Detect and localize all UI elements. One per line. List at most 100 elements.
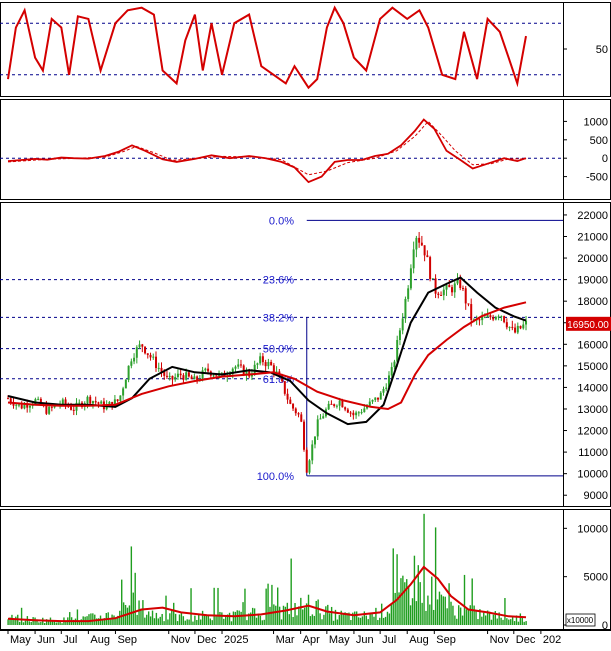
volume-bar <box>481 616 483 625</box>
price-candle-body <box>133 357 136 362</box>
volume-bar <box>413 555 416 625</box>
volume-bar <box>265 588 267 625</box>
volume-bar <box>350 620 352 625</box>
volume-bar <box>7 619 9 625</box>
x-axis-tick-label: Nov <box>171 634 191 646</box>
volume-bar <box>115 618 117 625</box>
volume-bar <box>459 607 462 625</box>
volume-bar <box>165 595 167 625</box>
volume-bar <box>411 598 414 625</box>
price-candle-body <box>89 396 92 404</box>
volume-bar <box>427 595 429 625</box>
volume-bar <box>40 621 42 625</box>
price-candle-body <box>409 268 412 289</box>
price-candle-body <box>492 317 495 320</box>
price-candle-body <box>45 405 48 414</box>
volume-bar <box>384 616 387 625</box>
volume-bar <box>28 621 30 625</box>
volume-bar <box>315 600 317 625</box>
volume-bar <box>357 617 360 625</box>
fib-level-label: 23.6% <box>263 275 294 287</box>
x-axis-tick-label: Mar <box>276 634 295 646</box>
volume-bar <box>490 619 493 625</box>
volume-bar <box>419 582 421 625</box>
price-candle-body <box>461 287 464 289</box>
price-candle-body <box>23 404 26 409</box>
price-candle-body <box>20 404 23 409</box>
price-candle-body <box>165 375 168 377</box>
volume-bar <box>192 621 194 625</box>
stochastic-panel: 50 <box>0 5 608 90</box>
x-axis-tick-label: Dec <box>197 634 217 646</box>
volume-bar <box>294 603 296 625</box>
price-tick-label: 18000 <box>577 296 608 308</box>
volume-bar <box>519 613 522 625</box>
volume-bar <box>122 602 125 625</box>
volume-bar <box>278 606 281 625</box>
price-candle-body <box>283 381 286 394</box>
price-candle-body <box>311 444 314 461</box>
volume-bar <box>113 615 115 625</box>
price-candle-body <box>193 376 196 380</box>
price-candle-body <box>229 374 232 376</box>
volume-bar <box>95 618 98 625</box>
price-candle-body <box>253 364 256 375</box>
volume-bar <box>440 594 443 625</box>
volume-bar <box>379 617 381 625</box>
volume-bar <box>30 621 32 625</box>
price-candle-body <box>448 285 451 288</box>
volume-bar <box>402 575 404 625</box>
price-candle-body <box>363 408 366 413</box>
x-axis-tick-label: Dec <box>516 634 536 646</box>
volume-bar <box>244 588 246 625</box>
volume-bar <box>390 603 393 625</box>
volume-bar <box>473 605 475 625</box>
stochastic-line <box>7 5 527 90</box>
volume-bar <box>51 619 54 625</box>
volume-bar <box>438 591 441 625</box>
price-candle-body <box>207 368 210 372</box>
volume-bar <box>396 554 398 625</box>
volume-bar <box>144 617 146 625</box>
volume-bar <box>159 616 161 625</box>
price-candle-body <box>294 408 297 414</box>
volume-bar <box>130 546 133 625</box>
volume-bar <box>280 619 283 625</box>
price-candle-body <box>366 406 369 409</box>
price-candle-body <box>152 356 155 358</box>
volume-bar <box>365 615 367 625</box>
price-candle-body <box>144 346 147 354</box>
price-tick-label: 21000 <box>577 231 608 243</box>
price-candle-body <box>119 395 122 402</box>
price-candle-body <box>267 361 270 367</box>
price-candle-body <box>286 393 289 400</box>
price-candle-body <box>48 406 51 414</box>
volume-bar <box>45 619 48 625</box>
volume-bar <box>149 616 152 625</box>
volume-bar <box>498 612 500 625</box>
x-axis-tick-label: Nov <box>490 634 510 646</box>
price-candle-body <box>481 317 484 321</box>
price-candle-body <box>179 373 182 376</box>
price-candle-body <box>489 315 492 318</box>
volume-bar <box>286 602 289 625</box>
price-candle-body <box>522 324 525 329</box>
price-tick-label: 20000 <box>577 253 608 265</box>
volume-bar <box>76 609 79 625</box>
volume-bar <box>423 513 425 625</box>
price-candle-body <box>124 379 127 389</box>
x-axis-tick-label: Apr <box>303 634 320 646</box>
volume-bar <box>271 584 273 625</box>
price-candle-body <box>256 363 259 365</box>
volume-bar <box>34 617 36 625</box>
macd-tick-label: 0 <box>602 153 608 165</box>
volume-bar <box>238 610 240 625</box>
last-price-label: 16950.00 <box>567 320 609 331</box>
volume-bar <box>211 620 213 625</box>
volume-bar <box>182 616 185 625</box>
volume-bar <box>186 619 188 625</box>
volume-bar <box>18 621 21 625</box>
volume-bar <box>188 619 190 625</box>
price-candle-body <box>338 400 341 406</box>
volume-bar <box>230 621 233 625</box>
